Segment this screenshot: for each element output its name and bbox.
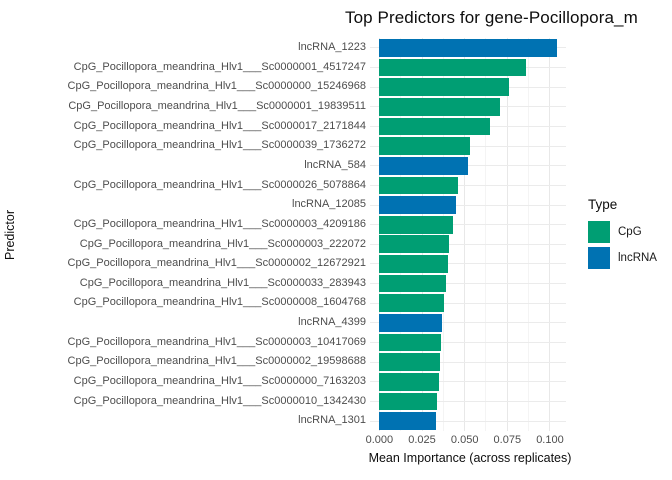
bar bbox=[379, 176, 458, 195]
gridline-category bbox=[370, 302, 566, 304]
bar bbox=[379, 294, 445, 313]
gridline-category bbox=[370, 224, 566, 226]
y-axis-label: CpG_Pocillopora_meandrina_Hlv1___Sc00000… bbox=[67, 335, 366, 348]
legend-label-cpg: CpG bbox=[618, 226, 642, 238]
x-tick-label: 0.025 bbox=[408, 434, 436, 446]
y-axis-labels: lncRNA_1223 CpG_Pocillopora_meandrina_Hlv… bbox=[0, 38, 366, 431]
gridline-category bbox=[370, 342, 566, 344]
gridline-category bbox=[370, 243, 566, 245]
y-axis-label: CpG_Pocillopora_meandrina_Hlv1___Sc00000… bbox=[73, 178, 366, 191]
bar bbox=[379, 373, 440, 391]
bar bbox=[379, 274, 446, 293]
y-axis-label: CpG_Pocillopora_meandrina_Hlv1___Sc00000… bbox=[73, 60, 366, 73]
y-axis-label: CpG_Pocillopora_meandrina_Hlv1___Sc00000… bbox=[73, 296, 366, 309]
y-axis-label: CpG_Pocillopora_meandrina_Hlv1___Sc00000… bbox=[67, 355, 366, 368]
gridline-major bbox=[464, 38, 466, 431]
bar bbox=[379, 137, 470, 155]
gridline-minor bbox=[528, 38, 530, 431]
bar bbox=[379, 78, 510, 96]
bar bbox=[379, 97, 501, 116]
bar bbox=[379, 196, 457, 214]
y-axis-label: CpG_Pocillopora_meandrina_Hlv1___Sc00000… bbox=[79, 276, 366, 289]
y-axis-label: CpG_Pocillopora_meandrina_Hlv1___Sc00000… bbox=[79, 237, 366, 250]
bar bbox=[379, 58, 527, 77]
legend-swatch-cpg bbox=[588, 221, 610, 243]
y-axis-label: CpG_Pocillopora_meandrina_Hlv1___Sc00000… bbox=[68, 99, 366, 112]
bar bbox=[379, 156, 469, 175]
legend-title: Type bbox=[588, 197, 618, 212]
y-axis-label: CpG_Pocillopora_meandrina_Hlv1___Sc00000… bbox=[73, 217, 366, 230]
gridline-minor bbox=[400, 38, 402, 431]
legend-item-lncrna: lncRNA bbox=[588, 247, 657, 269]
y-axis-label: lncRNA_584 bbox=[304, 158, 366, 171]
y-axis-label: CpG_Pocillopora_meandrina_Hlv1___Sc00000… bbox=[73, 119, 366, 132]
plot-title: Top Predictors for gene-Pocillopora_m bbox=[345, 8, 638, 27]
legend-label-lncrna: lncRNA bbox=[618, 252, 657, 264]
plot-panel bbox=[370, 38, 566, 431]
y-axis-label: CpG_Pocillopora_meandrina_Hlv1___Sc00000… bbox=[67, 257, 366, 270]
gridline-category bbox=[370, 184, 566, 186]
gridline-major bbox=[378, 38, 380, 431]
legend: Type CpG lncRNA bbox=[588, 197, 657, 273]
y-axis-label: lncRNA_1223 bbox=[298, 41, 366, 53]
bar bbox=[379, 255, 448, 273]
bar bbox=[379, 392, 438, 411]
y-axis-label: CpG_Pocillopora_meandrina_Hlv1___Sc00000… bbox=[73, 375, 366, 388]
y-axis-label: lncRNA_4399 bbox=[298, 316, 366, 329]
x-axis-title: Mean Importance (across replicates) bbox=[368, 451, 572, 465]
bar bbox=[379, 117, 491, 136]
gridline-category bbox=[370, 381, 566, 383]
gridline-minor bbox=[485, 38, 487, 431]
bar bbox=[379, 353, 440, 372]
gridline-category bbox=[370, 401, 566, 403]
gridline-category bbox=[370, 204, 566, 206]
y-axis-label: CpG_Pocillopora_meandrina_Hlv1___Sc00000… bbox=[73, 139, 366, 152]
gridline-category bbox=[370, 283, 566, 285]
bar bbox=[379, 314, 443, 332]
x-tick-label: 0.075 bbox=[493, 434, 522, 446]
y-axis-label: CpG_Pocillopora_meandrina_Hlv1___Sc00000… bbox=[73, 394, 366, 407]
gridline-major bbox=[421, 38, 423, 431]
gridline-category bbox=[370, 263, 566, 265]
gridline-major bbox=[549, 38, 551, 431]
bar bbox=[379, 333, 441, 352]
x-tick-label: 0.000 bbox=[365, 434, 394, 446]
legend-swatch-lncrna bbox=[588, 247, 610, 269]
y-axis-label: lncRNA_1301 bbox=[298, 414, 366, 427]
gridline-category bbox=[370, 420, 566, 422]
bar bbox=[379, 235, 450, 254]
x-axis-ticks: 0.000 0.025 0.050 0.075 0.100 bbox=[0, 434, 672, 448]
y-axis-label: CpG_Pocillopora_meandrina_Hlv1___Sc00000… bbox=[67, 80, 366, 93]
x-tick-label: 0.050 bbox=[450, 434, 479, 446]
bar bbox=[379, 412, 436, 430]
x-tick-label: 0.100 bbox=[536, 434, 564, 446]
gridline-minor bbox=[442, 38, 444, 431]
bar bbox=[379, 215, 453, 234]
bar bbox=[379, 38, 557, 57]
gridline-major bbox=[506, 38, 508, 431]
gridline-category bbox=[370, 361, 566, 363]
legend-item-cpg: CpG bbox=[588, 221, 657, 243]
gridline-category bbox=[370, 322, 566, 324]
y-axis-label: lncRNA_12085 bbox=[292, 198, 366, 211]
